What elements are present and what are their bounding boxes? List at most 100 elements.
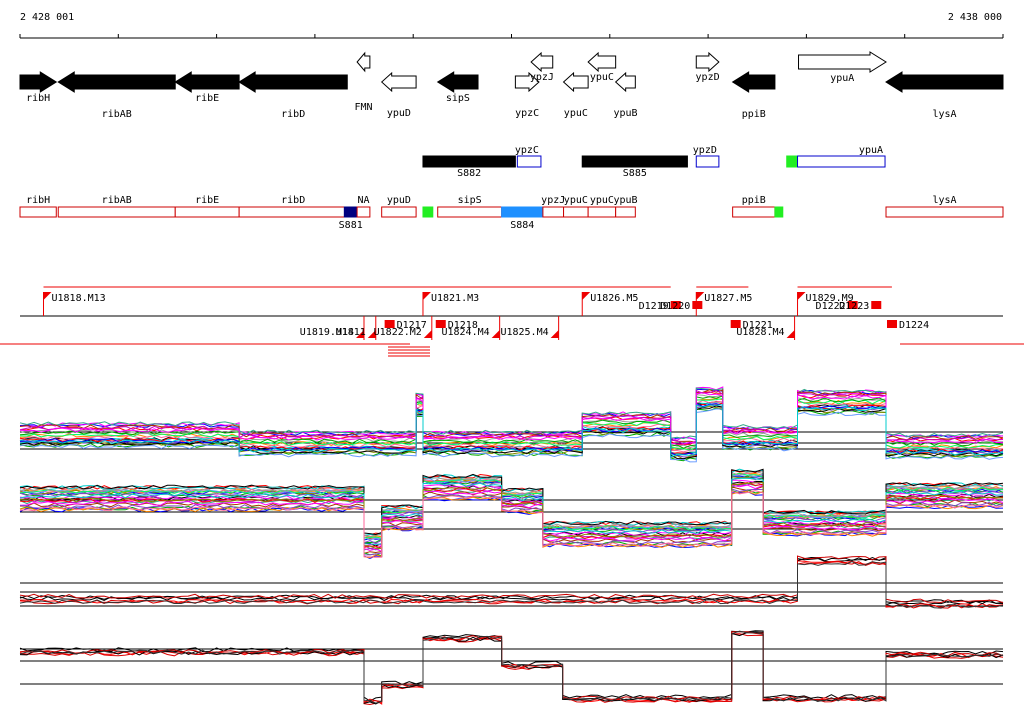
gene-label-ribD: ribD: [281, 109, 305, 120]
gene-arrow-ypzJ: [530, 51, 554, 73]
track-3: [19, 555, 1004, 609]
segment-NA: [356, 206, 371, 218]
expression-profile: [19, 389, 1004, 444]
transcript-top-flag: [696, 292, 705, 300]
expression-profile: [19, 397, 1004, 451]
segment-label-ypuC: ypuC: [590, 195, 614, 206]
gene-label-ypzJ: ypzJ: [530, 72, 554, 83]
red-marker-D1224: [886, 320, 897, 328]
expression-profile: [19, 468, 1004, 536]
marker-label-D1224: D1224: [899, 320, 929, 331]
transcript-bottom-flag: [423, 330, 432, 338]
expression-profile: [19, 490, 1004, 558]
block-ypzD: [695, 155, 720, 168]
block-label-ypzC: ypzC: [515, 145, 539, 156]
gene-label-ribE: ribE: [195, 93, 219, 104]
segment-label-S881: S881: [339, 220, 363, 231]
transcript-label-U1822.M2: U1822.M2: [374, 327, 422, 338]
segment-ypuC: [587, 206, 617, 218]
expression-profile: [19, 560, 1004, 609]
expression-profile: [19, 392, 1004, 445]
block-label-ypzD: ypzD: [693, 145, 717, 156]
segment-label-ypuB: ypuB: [613, 195, 637, 206]
gene-label-ribAB: ribAB: [102, 109, 132, 120]
gene-label-FMN: FMN: [354, 102, 372, 113]
track-4: [19, 630, 1004, 706]
segment-green: [774, 206, 784, 218]
transcript-top-flag: [582, 292, 591, 300]
expression-profile: [19, 394, 1004, 449]
segment-S881: [343, 206, 358, 218]
transcript-top-flag: [797, 292, 806, 300]
segment-ypuC: [563, 206, 589, 218]
segment-ribE: [174, 206, 240, 218]
expression-profile: [19, 560, 1004, 609]
transcript-label-U1827.M5: U1827.M5: [704, 293, 752, 304]
expression-profile: [19, 408, 1004, 463]
segment-S884: [501, 206, 544, 218]
gene-arrow-ppiB: [731, 71, 776, 93]
gene-label-sipS: sipS: [446, 93, 470, 104]
marker-label-D1221: D1221: [743, 320, 773, 331]
expression-profile: [19, 556, 1004, 605]
gene-arrow-ypzD: [695, 51, 720, 73]
expression-profile: [19, 484, 1004, 552]
gene-label-lysA: lysA: [932, 109, 956, 120]
expression-profile: [19, 468, 1004, 537]
red-marker-D1223: [871, 301, 882, 309]
gene-arrow-ribH: [19, 71, 58, 93]
segment-label-ypuC: ypuC: [564, 195, 588, 206]
expression-profile: [19, 391, 1004, 446]
gene-label-ribH: ribH: [26, 93, 50, 104]
segment-lysA: [885, 206, 1004, 218]
segment-label-NA: NA: [357, 195, 369, 206]
gene-arrow-ypzC: [514, 71, 540, 93]
segment-label-S884: S884: [510, 220, 534, 231]
transcript-label-U1821.M3: U1821.M3: [431, 293, 479, 304]
marker-label-D1222: D1222: [816, 301, 846, 312]
expression-profile: [19, 472, 1004, 539]
transcript-label-U1825.M4: U1825.M4: [500, 327, 548, 338]
gene-arrow-ribE: [174, 71, 240, 93]
transcript-bottom-flag: [491, 330, 500, 338]
gene-arrow-ribD: [238, 71, 348, 93]
gene-arrow-ypuA: [798, 51, 887, 73]
segment-label-ribE: ribE: [195, 195, 219, 206]
transcript-bottom-flag: [786, 330, 795, 338]
expression-profile: [19, 395, 1004, 449]
red-marker-D1221: [730, 320, 741, 328]
segment-label-ribD: ribD: [281, 195, 305, 206]
transcript-top-flag: [43, 292, 52, 300]
segment-label-ypzJ: ypzJ: [541, 195, 565, 206]
gene-arrow-sipS: [436, 71, 479, 93]
transcript-label-U1811: U1811: [336, 327, 366, 338]
expression-profile: [19, 482, 1004, 551]
gene-arrow-ypuD: [380, 71, 417, 93]
end-coordinate: 2 438 000: [947, 12, 1002, 23]
red-marker-D1217: [384, 320, 395, 328]
transcript-label-U1819.M14: U1819.M14: [300, 327, 354, 338]
transcript-label-U1829.M9: U1829.M9: [806, 293, 854, 304]
gene-label-ypuD: ypuD: [387, 108, 411, 119]
segment-ribH: [19, 206, 57, 218]
gene-arrow-ypuC: [587, 51, 617, 73]
marker-label-D1219: D1219: [639, 301, 669, 312]
transcript-label-U1824.M4: U1824.M4: [441, 327, 489, 338]
transcript-bottom-flag: [355, 330, 364, 338]
block-S882: [422, 155, 516, 168]
segment-ypzJ: [542, 206, 565, 218]
expression-profile: [19, 470, 1004, 538]
segment-label-lysA: lysA: [932, 195, 956, 206]
red-marker-D1220: [692, 301, 703, 309]
track-2: [19, 468, 1004, 559]
gene-arrow-lysA: [885, 71, 1004, 93]
segment-label-ribAB: ribAB: [102, 195, 132, 206]
gene-arrow-ypuB: [614, 71, 636, 93]
gene-label-ppiB: ppiB: [742, 109, 766, 120]
block-label-S885: S885: [623, 168, 647, 179]
transcript-bottom-flag: [367, 330, 376, 338]
segment-green: [422, 206, 434, 218]
segment-ribAB: [57, 206, 176, 218]
expression-profile: [19, 631, 1004, 705]
